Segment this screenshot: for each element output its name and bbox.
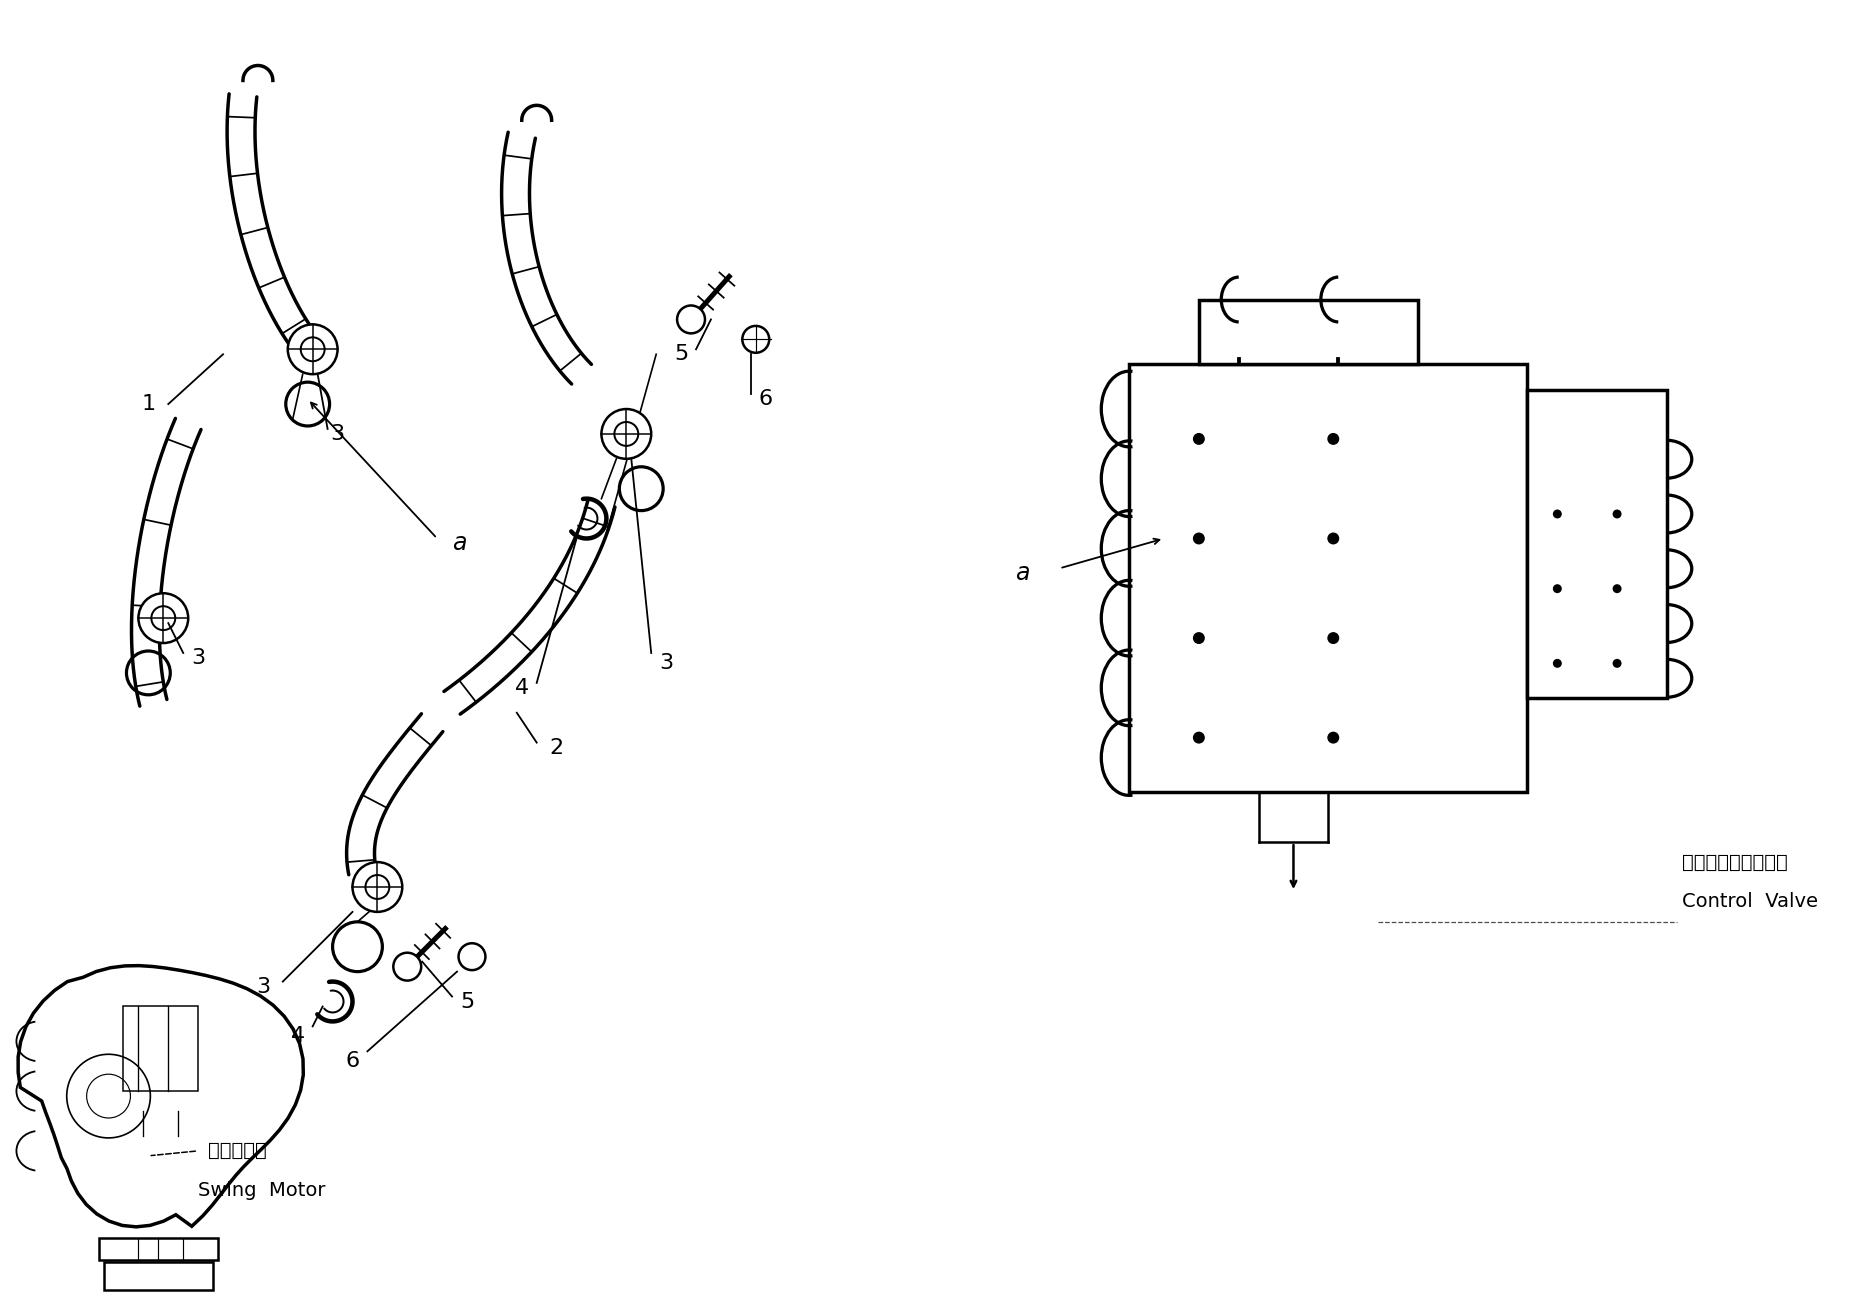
Circle shape: [677, 305, 705, 334]
Text: a: a: [453, 532, 468, 555]
Circle shape: [1612, 509, 1621, 519]
Text: 旋回モータ: 旋回モータ: [208, 1141, 267, 1161]
Text: 4: 4: [290, 1027, 305, 1046]
Circle shape: [602, 409, 651, 459]
Text: 3: 3: [191, 648, 206, 668]
Text: Swing  Motor: Swing Motor: [198, 1182, 325, 1200]
Text: 6: 6: [759, 390, 772, 409]
Circle shape: [1193, 632, 1204, 644]
Circle shape: [288, 324, 338, 374]
Circle shape: [1193, 732, 1204, 744]
Text: a: a: [1015, 562, 1030, 585]
Polygon shape: [1528, 390, 1666, 698]
Circle shape: [1193, 533, 1204, 545]
Bar: [103, 1263, 213, 1290]
Text: コントロールバルブ: コントロールバルブ: [1681, 852, 1788, 872]
Text: 3: 3: [256, 976, 269, 997]
Polygon shape: [1129, 365, 1528, 792]
Circle shape: [1328, 533, 1339, 545]
Text: 5: 5: [673, 344, 688, 365]
Text: 3: 3: [658, 653, 673, 672]
Text: Control  Valve: Control Valve: [1681, 893, 1818, 911]
Text: 5: 5: [460, 992, 475, 1011]
Circle shape: [1193, 433, 1204, 444]
Bar: [99, 1238, 219, 1260]
Bar: [123, 1006, 198, 1091]
Circle shape: [1552, 659, 1561, 668]
Circle shape: [1612, 584, 1621, 593]
Circle shape: [393, 952, 421, 981]
Text: 2: 2: [550, 737, 563, 757]
Polygon shape: [19, 966, 303, 1227]
Circle shape: [742, 326, 769, 353]
Circle shape: [1328, 732, 1339, 744]
Text: 4: 4: [514, 678, 529, 698]
Circle shape: [1552, 584, 1561, 593]
Circle shape: [1328, 433, 1339, 444]
Polygon shape: [1199, 300, 1417, 365]
Circle shape: [352, 863, 402, 912]
Circle shape: [458, 943, 486, 971]
Circle shape: [138, 593, 189, 644]
Circle shape: [1552, 509, 1561, 519]
Text: 1: 1: [142, 394, 155, 414]
Circle shape: [1612, 659, 1621, 668]
Text: 6: 6: [346, 1052, 359, 1071]
Circle shape: [1328, 632, 1339, 644]
Text: 3: 3: [331, 423, 344, 444]
